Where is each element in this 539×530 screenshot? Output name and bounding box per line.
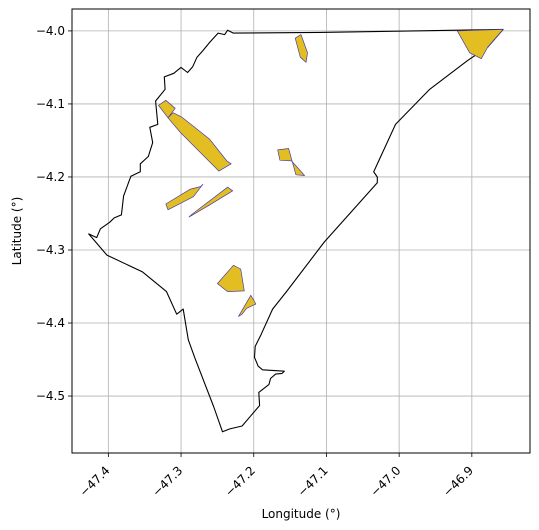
x-tick-label: −46.9: [440, 463, 476, 499]
yellow-patch: [167, 112, 232, 172]
tick-layer: −47.4 −47.3 −47.2 −47.1 −47.0 −46.9 −4.0 −4.1 −4…: [36, 24, 476, 499]
x-tick-label: −47.1: [295, 463, 331, 499]
yellow-patch: [456, 29, 504, 60]
x-tick-label: −47.3: [149, 463, 185, 499]
yellow-patch: [165, 183, 204, 211]
y-tick-label: −4.0: [36, 24, 65, 38]
y-tick-label: −4.1: [36, 97, 65, 111]
y-tick-label: −4.4: [36, 316, 65, 330]
grid-layer: [72, 9, 530, 453]
axes-frame: [71, 8, 531, 454]
y-tick-label: −4.2: [36, 170, 65, 184]
yellow-patch: [217, 264, 245, 292]
x-axis-title: Longitude (°): [262, 507, 341, 521]
y-tick-label: −4.5: [36, 389, 65, 403]
yellow-patch: [158, 99, 176, 119]
yellow-patch: [277, 148, 305, 176]
x-tick-label: −47.0: [368, 463, 404, 499]
x-tick-label: −47.2: [222, 463, 258, 499]
data-layer: [88, 28, 504, 433]
x-tick-label: −47.4: [77, 463, 113, 499]
yellow-patch: [294, 34, 308, 63]
region-boundary: [88, 28, 504, 433]
yellow-patch: [188, 186, 234, 218]
yellow-patch: [238, 294, 257, 317]
y-tick-label: −4.3: [36, 243, 65, 257]
y-axis-title: Latitude (°): [10, 197, 24, 266]
